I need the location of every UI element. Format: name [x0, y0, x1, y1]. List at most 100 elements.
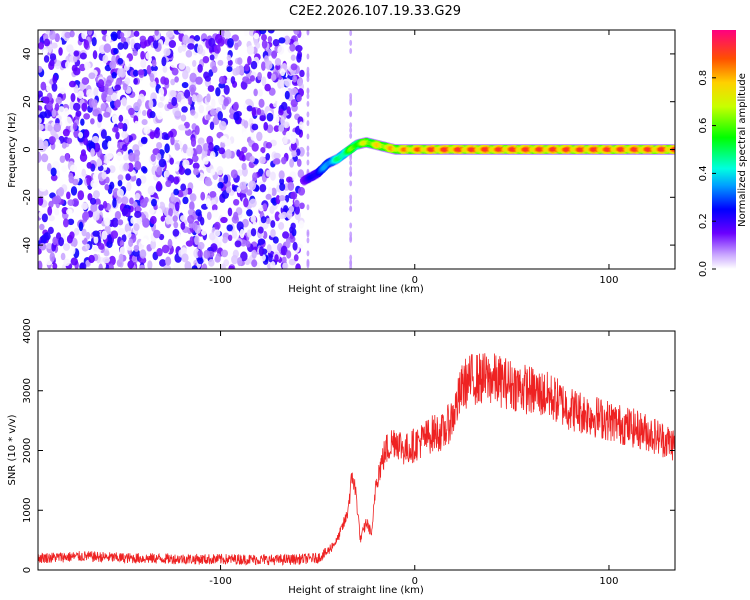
noise-speckle	[55, 138, 61, 149]
noise-speckle	[116, 151, 123, 162]
noise-speckle	[215, 87, 221, 97]
noise-streak	[349, 99, 353, 106]
noise-streak	[306, 229, 310, 236]
noise-speckle	[66, 191, 71, 200]
noise-speckle	[70, 246, 76, 255]
noise-speckle	[97, 113, 103, 123]
noise-speckle	[278, 222, 285, 230]
noise-speckle	[105, 176, 110, 184]
noise-speckle	[126, 230, 132, 239]
noise-speckle	[228, 265, 235, 269]
noise-speckle	[124, 77, 131, 85]
noise-speckle	[181, 81, 189, 89]
noise-speckle	[187, 38, 195, 46]
noise-speckle	[202, 263, 208, 269]
noise-speckle	[134, 210, 142, 219]
noise-speckle	[190, 109, 196, 116]
noise-speckle	[226, 224, 233, 232]
noise-speckle	[274, 57, 282, 66]
spectrogram-y-ticks: -40 -20 0 20 40	[22, 48, 675, 253]
noise-speckle	[274, 211, 281, 222]
noise-speckle	[92, 190, 100, 199]
noise-speckle	[211, 98, 216, 109]
noise-speckle	[41, 46, 49, 56]
noise-speckle	[274, 92, 280, 102]
noise-speckle	[140, 59, 147, 69]
noise-speckle	[78, 131, 84, 139]
noise-speckle	[163, 48, 171, 56]
noise-speckle	[187, 43, 195, 50]
noise-speckle	[214, 255, 221, 263]
snr-y-ticks: 0 1000 2000 3000 4000	[22, 318, 675, 573]
noise-speckle	[295, 263, 301, 269]
noise-speckle	[173, 221, 179, 229]
noise-speckle	[187, 96, 193, 106]
noise-speckle	[289, 43, 296, 52]
noise-speckle	[283, 205, 289, 213]
noise-speckle	[159, 259, 167, 267]
noise-speckle	[218, 75, 226, 85]
noise-speckle	[209, 190, 217, 198]
snr-frame	[37, 330, 676, 571]
noise-speckle	[173, 188, 180, 196]
noise-speckle	[197, 64, 203, 73]
noise-speckle	[250, 132, 256, 141]
noise-speckle	[88, 223, 95, 231]
noise-speckle	[78, 221, 84, 232]
spectrogram-x-label: Height of straight line (km)	[288, 284, 424, 295]
noise-streak	[306, 66, 310, 73]
noise-speckle	[80, 118, 85, 126]
noise-speckle	[260, 147, 266, 154]
noise-speckle	[214, 33, 223, 44]
noise-speckle	[111, 115, 119, 124]
noise-speckle	[53, 195, 62, 204]
noise-speckle	[171, 96, 178, 107]
noise-speckle	[180, 98, 189, 106]
noise-speckle	[235, 66, 240, 76]
noise-speckle	[107, 87, 114, 96]
noise-speckle	[211, 204, 218, 212]
noise-speckle	[71, 198, 79, 207]
noise-speckle	[259, 115, 266, 122]
noise-speckle	[69, 30, 75, 38]
noise-speckle	[270, 228, 276, 238]
noise-speckle	[246, 229, 253, 238]
noise-speckle	[222, 236, 228, 244]
noise-speckle	[146, 64, 152, 75]
noise-speckle	[227, 207, 233, 217]
noise-speckle	[252, 172, 258, 182]
noise-streak	[306, 76, 310, 83]
noise-speckle	[235, 123, 243, 130]
noise-speckle	[234, 42, 239, 51]
noise-speckle	[197, 241, 205, 250]
noise-speckle	[104, 217, 111, 227]
noise-speckle	[90, 203, 98, 213]
noise-speckle	[72, 102, 81, 111]
noise-speckle	[195, 144, 203, 155]
noise-speckle	[149, 111, 156, 119]
noise-speckle	[293, 254, 299, 262]
noise-speckle	[195, 209, 202, 217]
noise-speckle	[133, 244, 140, 252]
noise-speckle	[45, 242, 53, 249]
x-tick-label: -100	[209, 576, 232, 587]
noise-speckle	[153, 128, 160, 139]
noise-speckle	[40, 81, 47, 91]
noise-speckle	[274, 167, 280, 174]
noise-speckle	[191, 265, 198, 269]
noise-speckle	[110, 31, 118, 41]
noise-speckle	[150, 215, 157, 225]
noise-speckle	[270, 220, 276, 228]
noise-speckle	[192, 222, 198, 231]
noise-speckle	[115, 131, 120, 140]
noise-speckle	[261, 76, 267, 87]
noise-speckle	[290, 191, 298, 200]
noise-speckle	[84, 61, 91, 71]
noise-speckle	[73, 67, 81, 76]
noise-speckle	[150, 198, 157, 207]
noise-speckle	[266, 124, 274, 134]
noise-speckle	[227, 59, 233, 66]
noise-speckle	[218, 204, 226, 213]
noise-speckle	[197, 137, 205, 145]
noise-speckle	[286, 106, 291, 114]
